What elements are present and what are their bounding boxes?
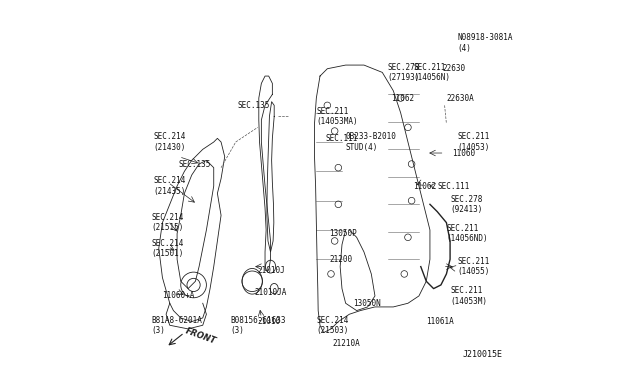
Text: SEC.211
(14053): SEC.211 (14053) bbox=[458, 132, 490, 152]
Text: 21010JA: 21010JA bbox=[254, 288, 287, 297]
Text: 13050N: 13050N bbox=[353, 299, 381, 308]
Text: 0B233-B2010
STUD(4): 0B233-B2010 STUD(4) bbox=[346, 132, 397, 152]
Text: 11062: 11062 bbox=[413, 182, 436, 190]
Text: SEC.211
(14053M): SEC.211 (14053M) bbox=[450, 286, 487, 306]
Text: SEC.214
(21515): SEC.214 (21515) bbox=[152, 213, 184, 232]
Text: SEC.211
(14055): SEC.211 (14055) bbox=[458, 257, 490, 276]
Text: 11060+A: 11060+A bbox=[163, 291, 195, 301]
Text: B08156-61633
(3): B08156-61633 (3) bbox=[230, 315, 285, 335]
Text: B81A8-6201A
(3): B81A8-6201A (3) bbox=[152, 315, 202, 335]
Text: 21010: 21010 bbox=[258, 317, 281, 326]
Text: J210015E: J210015E bbox=[463, 350, 503, 359]
Text: FRONT: FRONT bbox=[184, 327, 218, 346]
Text: 21200: 21200 bbox=[329, 255, 352, 264]
Text: N08918-3081A
(4): N08918-3081A (4) bbox=[458, 33, 513, 53]
Text: SEC.214
(21503): SEC.214 (21503) bbox=[316, 315, 349, 335]
Text: 11061A: 11061A bbox=[426, 317, 454, 326]
Text: SEC.211
(14056ND): SEC.211 (14056ND) bbox=[447, 224, 488, 243]
Text: SEC.135: SEC.135 bbox=[179, 160, 211, 169]
Text: 22630A: 22630A bbox=[447, 93, 474, 103]
Text: SEC.135: SEC.135 bbox=[237, 101, 270, 110]
Text: SEC.211
(14056N): SEC.211 (14056N) bbox=[413, 63, 451, 82]
Text: SEC.214
(21435): SEC.214 (21435) bbox=[153, 176, 186, 196]
Text: SEC.211
(14053MA): SEC.211 (14053MA) bbox=[316, 107, 358, 126]
Text: 11062: 11062 bbox=[392, 93, 415, 103]
Text: SEC.214
(21430): SEC.214 (21430) bbox=[153, 132, 186, 152]
Text: 11060: 11060 bbox=[452, 148, 475, 157]
Text: 22630: 22630 bbox=[443, 64, 466, 73]
Text: SEC.278
(92413): SEC.278 (92413) bbox=[450, 195, 483, 214]
Text: SEC.278
(27193): SEC.278 (27193) bbox=[388, 63, 420, 82]
Text: 21010J: 21010J bbox=[258, 266, 285, 275]
Text: 13050P: 13050P bbox=[329, 229, 357, 238]
Text: SEC.214
(21501): SEC.214 (21501) bbox=[152, 238, 184, 258]
Text: SEC.111: SEC.111 bbox=[437, 182, 470, 190]
Text: 21210A: 21210A bbox=[333, 339, 360, 348]
Text: SEC.111: SEC.111 bbox=[326, 134, 358, 143]
